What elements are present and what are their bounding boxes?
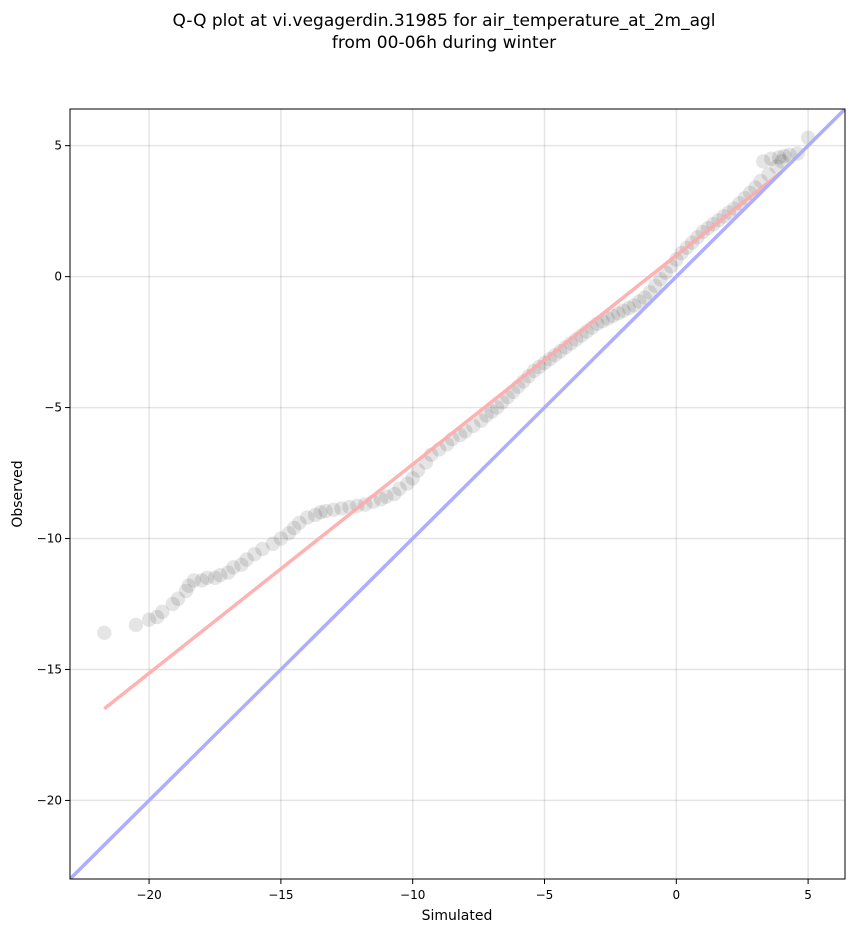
data-point bbox=[292, 515, 307, 531]
data-point bbox=[605, 308, 621, 324]
data-point bbox=[621, 300, 637, 316]
data-point bbox=[763, 151, 779, 166]
data-point bbox=[632, 294, 647, 309]
y-axis-label: Observed bbox=[10, 460, 26, 527]
data-point bbox=[479, 408, 494, 423]
data-point bbox=[97, 625, 112, 641]
data-point bbox=[790, 146, 805, 161]
data-point bbox=[178, 583, 194, 599]
data-point bbox=[273, 531, 289, 546]
data-point bbox=[637, 290, 652, 305]
data-point bbox=[155, 604, 170, 620]
data-point bbox=[392, 481, 407, 496]
data-point bbox=[379, 489, 394, 504]
data-point bbox=[769, 159, 784, 174]
data-point bbox=[149, 609, 165, 625]
x-axis-label: Simulated bbox=[422, 908, 493, 924]
data-point bbox=[547, 347, 563, 363]
data-point bbox=[181, 578, 196, 593]
data-point bbox=[170, 591, 186, 606]
data-point bbox=[247, 547, 262, 562]
data-point bbox=[194, 573, 210, 588]
data-point bbox=[489, 400, 505, 415]
data-point bbox=[334, 501, 349, 516]
y-tick-label: 0 bbox=[54, 270, 62, 284]
x-tick-label: −20 bbox=[136, 888, 161, 902]
data-point bbox=[669, 252, 684, 267]
data-point bbox=[400, 476, 415, 491]
data-point bbox=[742, 185, 758, 201]
data-point bbox=[616, 303, 631, 318]
data-point bbox=[307, 507, 323, 523]
data-point bbox=[611, 306, 626, 321]
data-point bbox=[648, 278, 663, 293]
data-point bbox=[777, 148, 792, 164]
data-point bbox=[495, 395, 510, 410]
x-tick-label: −15 bbox=[268, 888, 293, 902]
data-point bbox=[141, 612, 157, 627]
y-tick-label: −10 bbox=[37, 532, 62, 546]
data-point bbox=[387, 486, 402, 502]
data-point bbox=[373, 492, 389, 507]
data-point bbox=[318, 503, 333, 519]
identity-line bbox=[70, 109, 845, 879]
data-point bbox=[286, 520, 302, 536]
data-point bbox=[737, 190, 753, 206]
fit-line bbox=[103, 170, 783, 711]
y-tick-label: 5 bbox=[54, 139, 62, 153]
y-tick-label: −5 bbox=[44, 401, 62, 415]
x-tick-label: −10 bbox=[400, 888, 425, 902]
data-point bbox=[484, 404, 499, 419]
data-point bbox=[466, 418, 481, 434]
data-point bbox=[300, 510, 315, 525]
data-point bbox=[281, 526, 296, 541]
data-point bbox=[234, 557, 249, 572]
data-point bbox=[410, 463, 426, 478]
data-point bbox=[186, 573, 202, 588]
data-point bbox=[626, 298, 642, 313]
data-point bbox=[226, 560, 241, 575]
data-point bbox=[239, 552, 254, 567]
y-tick-label: −15 bbox=[37, 662, 62, 676]
data-point bbox=[207, 570, 223, 586]
data-point bbox=[313, 505, 328, 520]
data-point bbox=[474, 413, 489, 428]
data-point bbox=[326, 502, 341, 517]
x-tick-label: −5 bbox=[536, 888, 554, 902]
x-tick-label: 0 bbox=[672, 888, 680, 902]
data-point bbox=[542, 351, 557, 367]
plot-frame bbox=[69, 108, 846, 880]
data-point bbox=[537, 355, 552, 371]
data-point bbox=[774, 154, 789, 169]
data-points bbox=[97, 130, 816, 641]
data-point bbox=[199, 570, 215, 586]
axis-ticks: −20 −15 −10 −5 0 5 −20 −15 −10 −5 0 5 bbox=[37, 139, 812, 902]
data-point bbox=[600, 311, 615, 326]
data-point bbox=[255, 541, 270, 557]
data-point bbox=[642, 285, 658, 300]
data-point bbox=[756, 154, 771, 169]
data-point bbox=[553, 344, 568, 359]
y-tick-label: −20 bbox=[37, 793, 62, 807]
x-tick-label: 5 bbox=[804, 888, 812, 902]
data-point bbox=[658, 265, 673, 280]
data-point bbox=[771, 150, 787, 165]
data-point bbox=[558, 340, 573, 355]
data-point bbox=[521, 368, 536, 384]
data-point bbox=[405, 471, 420, 486]
data-point bbox=[128, 617, 144, 633]
data-point bbox=[220, 565, 236, 580]
chart-title-line-1: Q-Q plot at vi.vegagerdin.31985 for air_… bbox=[172, 11, 715, 31]
grid-lines bbox=[70, 109, 845, 879]
data-point bbox=[265, 536, 281, 551]
data-point bbox=[653, 272, 668, 287]
data-point bbox=[165, 596, 181, 612]
data-point bbox=[213, 567, 228, 583]
chart-title-line-2: from 00-06h during winter bbox=[332, 33, 556, 53]
